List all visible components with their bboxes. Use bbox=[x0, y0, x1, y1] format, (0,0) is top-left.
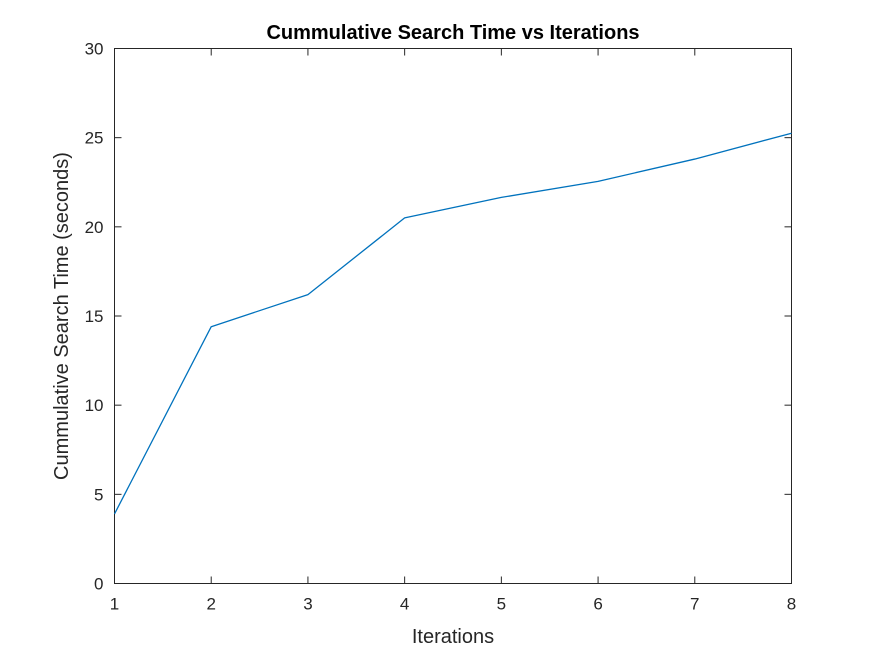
data-point bbox=[791, 132, 793, 134]
data-point bbox=[597, 180, 599, 182]
y-axis-label: Cummulative Search Time (seconds) bbox=[51, 152, 73, 480]
y-tick-label: 15 bbox=[85, 307, 104, 326]
y-tick-label: 20 bbox=[85, 218, 104, 237]
data-point bbox=[404, 217, 406, 219]
plot-area bbox=[114, 48, 792, 584]
y-tick-label: 30 bbox=[85, 40, 104, 59]
data-point bbox=[500, 196, 502, 198]
x-tick-label: 5 bbox=[497, 595, 506, 614]
x-tick-label: 6 bbox=[593, 595, 602, 614]
data-point bbox=[210, 326, 212, 328]
x-tick-label: 2 bbox=[206, 595, 215, 614]
x-tick-label: 8 bbox=[787, 595, 796, 614]
data-point bbox=[307, 294, 309, 296]
data-point bbox=[114, 513, 116, 515]
chart-title: Cummulative Search Time vs Iterations bbox=[266, 22, 639, 44]
y-tick-label: 25 bbox=[85, 129, 104, 148]
x-tick-label: 7 bbox=[690, 595, 699, 614]
y-axis-ticks: 0 5 10 15 20 25 30 bbox=[85, 40, 792, 594]
series-layer bbox=[113, 132, 793, 515]
series-line bbox=[113, 132, 792, 515]
data-point bbox=[694, 158, 696, 160]
y-tick-label: 10 bbox=[85, 396, 104, 415]
x-tick-label: 1 bbox=[110, 595, 119, 614]
x-tick-label: 3 bbox=[303, 595, 312, 614]
x-axis-ticks: 1 2 3 4 5 6 7 8 bbox=[110, 48, 796, 614]
x-tick-label: 4 bbox=[400, 595, 409, 614]
y-tick-label: 0 bbox=[94, 575, 103, 594]
y-tick-label: 5 bbox=[94, 485, 103, 504]
x-axis-label: Iterations bbox=[412, 626, 494, 648]
